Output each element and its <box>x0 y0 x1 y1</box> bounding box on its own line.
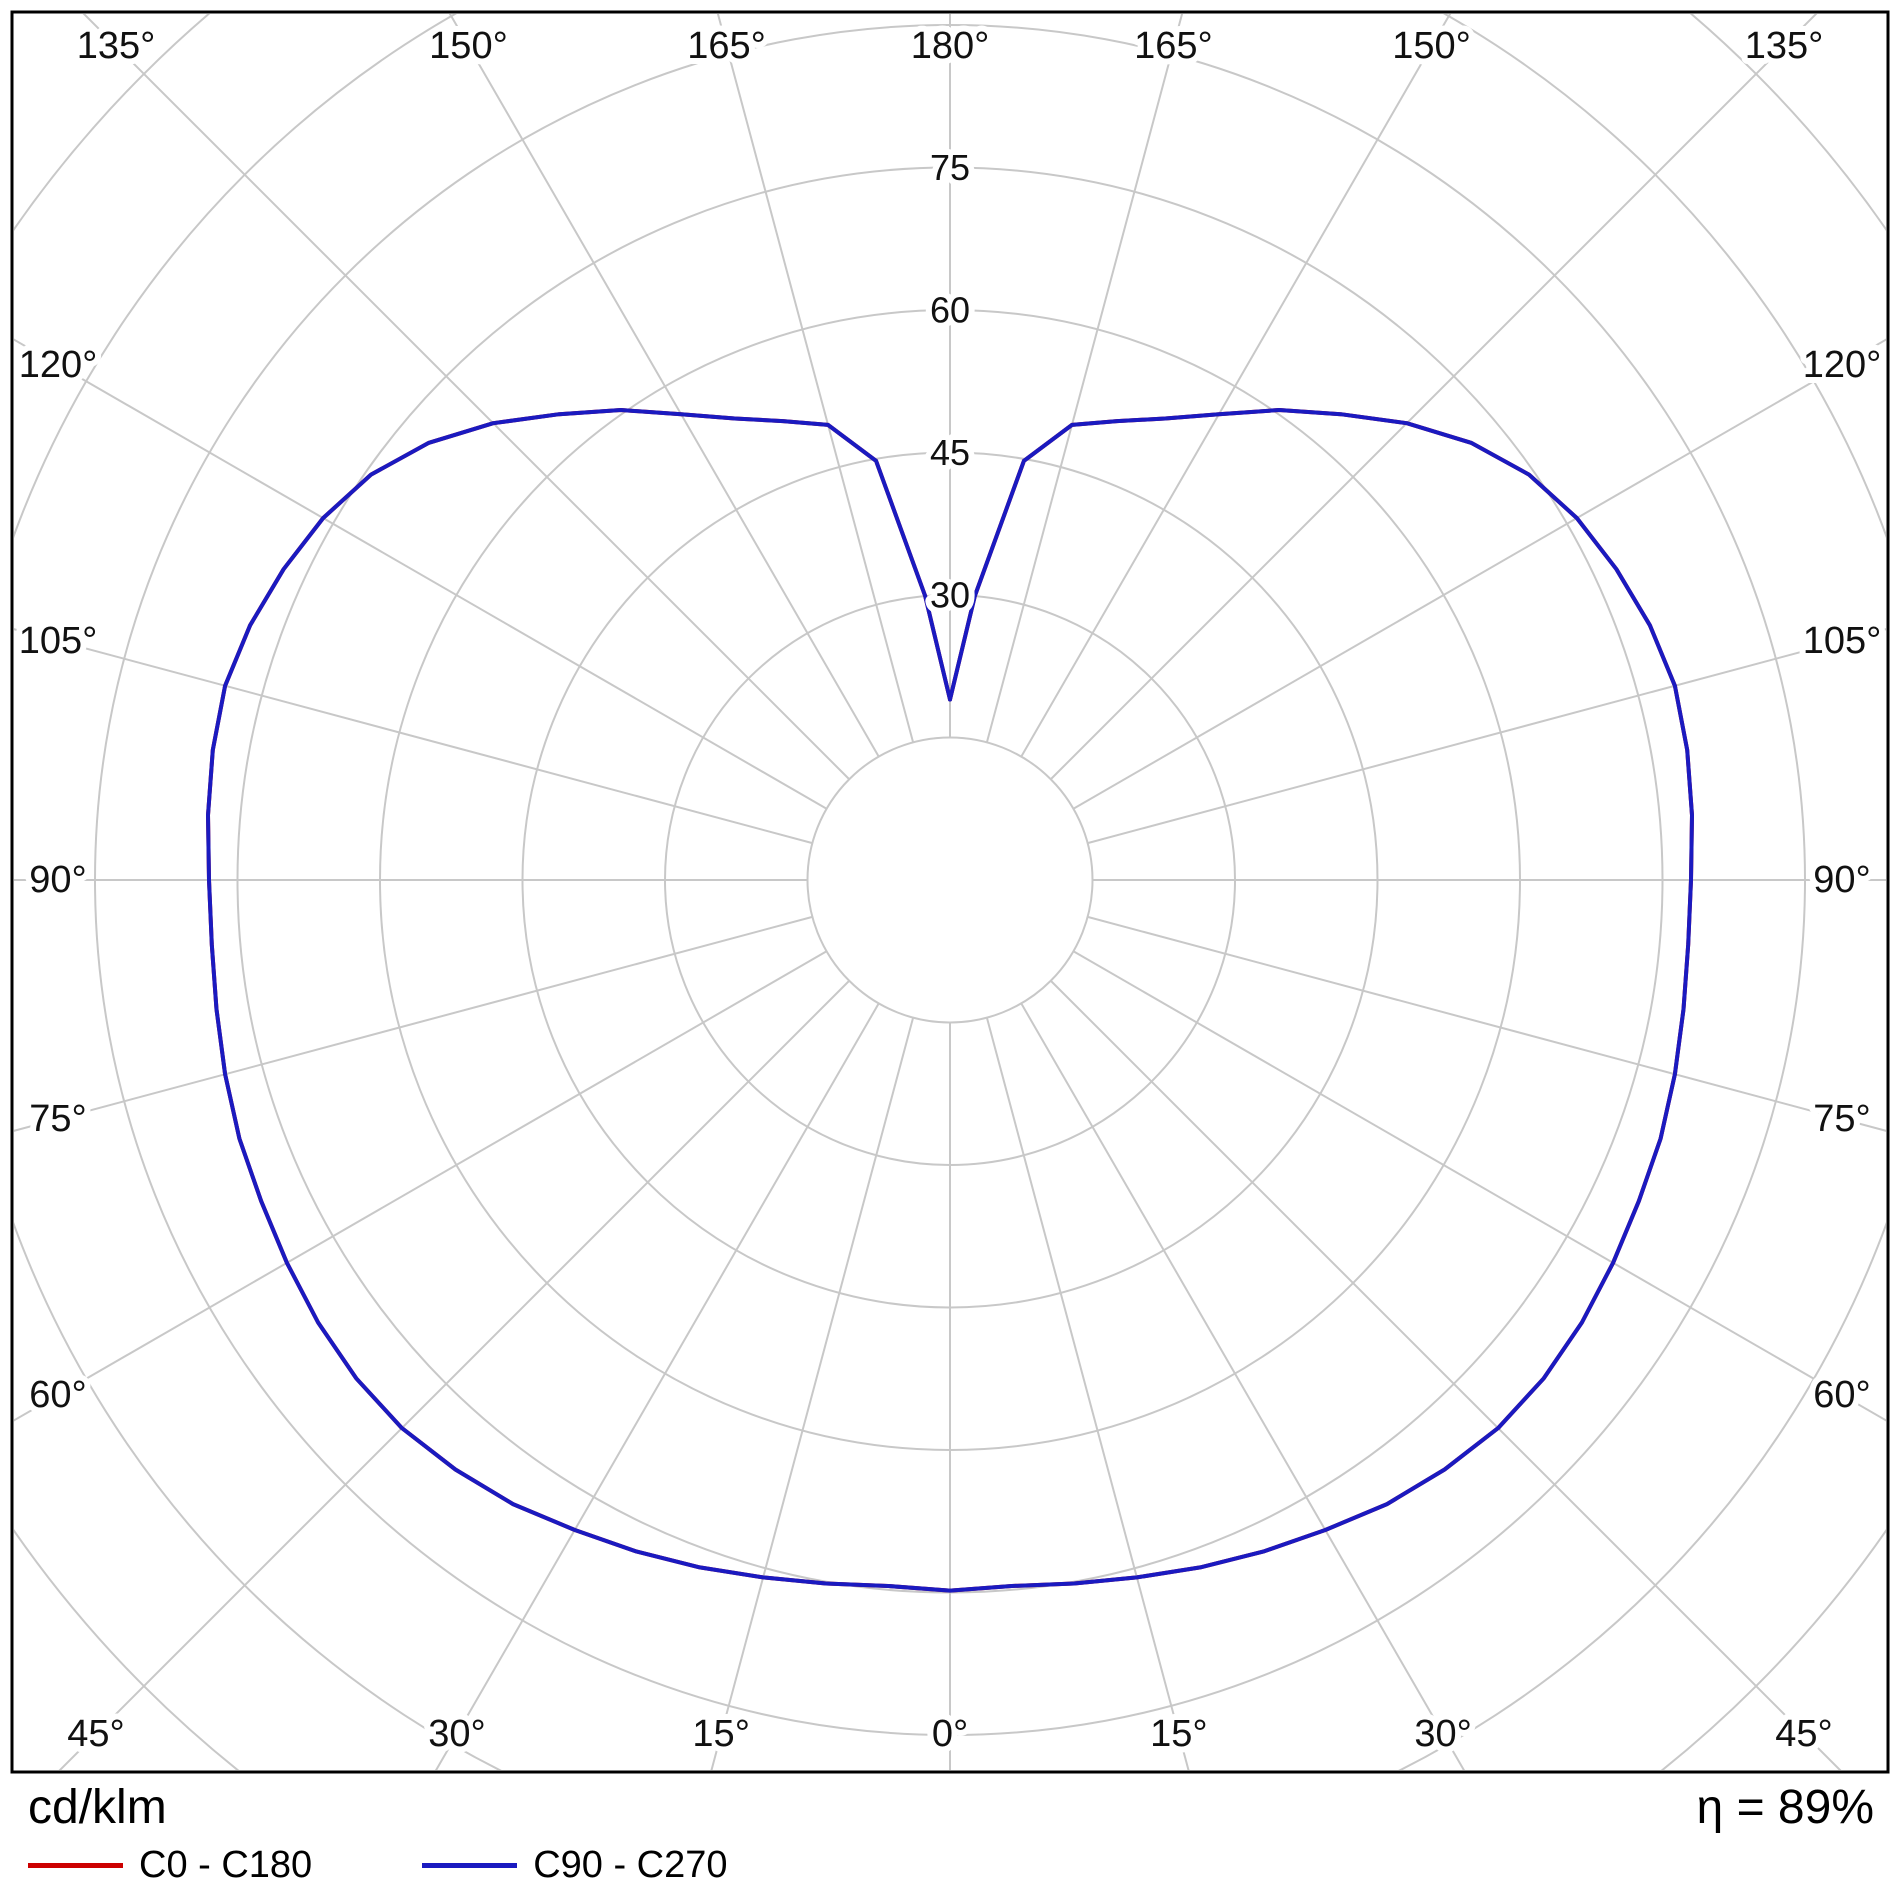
grid-spoke <box>1050 14 1818 780</box>
plot-border <box>10 10 1890 1774</box>
grid-spoke <box>1020 1002 1465 1770</box>
angle-label: 90° <box>29 859 86 901</box>
legend-line-blue-icon <box>422 1863 518 1868</box>
grid-spoke <box>710 1017 915 1770</box>
unit-label: cd/klm <box>28 1781 167 1834</box>
legend-label-c0-c180: C0 - C180 <box>139 1844 313 1886</box>
angle-label: 30° <box>1414 1713 1471 1755</box>
grid-spoke <box>448 14 880 758</box>
angle-label: 45° <box>67 1713 124 1755</box>
legend-label-c90-c270: C90 - C270 <box>533 1844 728 1886</box>
angle-label: 120° <box>1803 344 1882 386</box>
angle-label: 150° <box>429 25 508 67</box>
grid-spoke <box>14 915 813 1132</box>
angle-label: 105° <box>19 620 98 662</box>
legend-item-c90-c270: C90 - C270 <box>422 1844 728 1887</box>
grid-spoke <box>1087 915 1886 1132</box>
angle-label: 165° <box>1134 25 1213 67</box>
grid-ring <box>806 736 1094 1024</box>
grid-spoke <box>1087 628 1886 845</box>
angle-label: 45° <box>1775 1713 1832 1755</box>
grid-spoke <box>985 1017 1190 1770</box>
grid-spoke <box>14 950 828 1422</box>
radial-tick-label: 60 <box>930 290 970 331</box>
angle-label: 0° <box>932 1713 968 1755</box>
angle-label: 135° <box>77 25 156 67</box>
c90-c270-curve <box>206 408 1694 1593</box>
angle-label: 150° <box>1392 25 1471 67</box>
angle-label: 135° <box>1745 25 1824 67</box>
angle-label: 15° <box>1150 1713 1207 1755</box>
grid-spoke <box>1020 14 1452 758</box>
angle-label: 60° <box>1813 1374 1870 1416</box>
grid-spoke <box>985 14 1184 743</box>
radial-tick-label: 30 <box>930 575 970 616</box>
angle-label: 75° <box>29 1098 86 1140</box>
angle-label: 75° <box>1813 1098 1870 1140</box>
grid-spoke <box>14 338 828 810</box>
angle-label: 15° <box>692 1713 749 1755</box>
legend-item-c0-c180: C0 - C180 <box>28 1844 312 1887</box>
chart-footer: cd/klm η = 89% C0 - C180 C90 - C270 <box>0 1772 1900 1900</box>
angle-label: 180° <box>911 25 990 67</box>
efficiency-label: η = 89% <box>1696 1781 1874 1834</box>
legend: C0 - C180 C90 - C270 <box>28 1844 728 1887</box>
radial-tick-label: 45 <box>930 432 970 473</box>
angle-label: 90° <box>1813 859 1870 901</box>
grid-spoke <box>14 628 813 845</box>
angle-label: 105° <box>1803 620 1882 662</box>
grid-spoke <box>1072 950 1886 1422</box>
grid-spoke <box>1050 980 1842 1770</box>
angle-label: 165° <box>687 25 766 67</box>
grid-spoke <box>58 980 850 1770</box>
angle-label: 120° <box>19 344 98 386</box>
legend-line-red-icon <box>28 1863 123 1868</box>
grid-spoke <box>82 14 850 780</box>
grid-spoke <box>1072 338 1886 810</box>
angle-label: 60° <box>29 1374 86 1416</box>
radial-tick-label: 75 <box>930 147 970 188</box>
grid-spoke <box>716 14 915 743</box>
grid-spoke <box>435 1002 880 1770</box>
angle-label: 30° <box>428 1713 485 1755</box>
